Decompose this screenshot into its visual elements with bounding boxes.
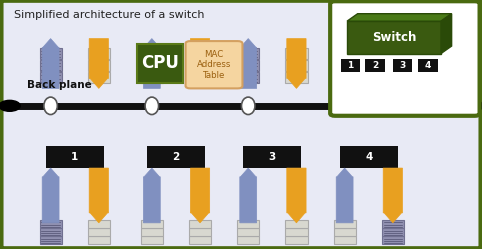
Circle shape (0, 100, 20, 111)
Bar (382, 228, 404, 236)
Bar (189, 237, 211, 244)
FancyBboxPatch shape (186, 41, 242, 88)
Bar (334, 60, 356, 71)
Polygon shape (89, 168, 108, 223)
Bar (285, 237, 308, 244)
Bar (141, 220, 163, 228)
Bar (334, 72, 356, 83)
Bar (237, 220, 259, 228)
Polygon shape (42, 168, 59, 223)
Polygon shape (383, 39, 402, 88)
Bar (341, 59, 360, 72)
Bar (88, 228, 110, 236)
Ellipse shape (241, 97, 255, 115)
Polygon shape (383, 168, 402, 223)
Bar (147, 146, 205, 168)
Text: 2: 2 (372, 61, 378, 70)
Bar (189, 48, 211, 59)
Polygon shape (240, 168, 256, 223)
Bar (382, 237, 404, 244)
Bar (40, 72, 62, 83)
Bar (141, 60, 163, 71)
Bar (243, 146, 301, 168)
Polygon shape (240, 39, 256, 88)
Bar (88, 237, 110, 244)
Bar (341, 96, 360, 101)
Text: 1: 1 (71, 152, 79, 162)
Bar (334, 220, 356, 228)
Bar (418, 59, 438, 72)
Bar (46, 146, 104, 168)
Bar (189, 220, 211, 228)
Text: Back plane: Back plane (27, 80, 91, 90)
Polygon shape (347, 14, 452, 21)
Bar (88, 72, 110, 83)
Text: Switch: Switch (372, 31, 416, 44)
Text: Simplified architecture of a switch: Simplified architecture of a switch (14, 10, 205, 20)
Bar (393, 96, 412, 101)
Bar (285, 60, 308, 71)
Bar (40, 220, 62, 228)
Polygon shape (336, 39, 353, 88)
Polygon shape (144, 168, 160, 223)
Bar (393, 59, 412, 72)
Bar (237, 72, 259, 83)
Bar (393, 101, 412, 105)
Bar (141, 228, 163, 236)
Ellipse shape (44, 97, 57, 115)
Bar (382, 72, 404, 83)
Bar (237, 237, 259, 244)
Bar (285, 220, 308, 228)
Text: 3: 3 (400, 61, 405, 70)
Polygon shape (190, 168, 210, 223)
Text: 4: 4 (425, 61, 431, 70)
Bar (334, 228, 356, 236)
Text: CPU: CPU (141, 55, 179, 72)
Bar (382, 220, 404, 228)
Bar (393, 105, 412, 110)
Bar (285, 228, 308, 236)
Bar (341, 101, 360, 105)
FancyBboxPatch shape (330, 1, 480, 116)
Ellipse shape (145, 97, 159, 115)
Bar (237, 48, 259, 59)
Circle shape (462, 100, 482, 111)
Bar (40, 48, 62, 59)
Text: 4: 4 (365, 152, 373, 162)
Bar (40, 60, 62, 71)
Bar (334, 48, 356, 59)
Polygon shape (144, 39, 160, 88)
Bar (141, 237, 163, 244)
Bar (382, 48, 404, 59)
Bar (88, 60, 110, 71)
Bar (341, 105, 360, 110)
Polygon shape (441, 14, 452, 54)
Bar (189, 228, 211, 236)
Bar (334, 237, 356, 244)
Bar (40, 228, 62, 236)
Bar (141, 48, 163, 59)
Text: 2: 2 (172, 152, 180, 162)
Polygon shape (395, 75, 410, 98)
Bar (189, 60, 211, 71)
Polygon shape (287, 39, 306, 88)
Ellipse shape (338, 97, 351, 115)
Text: 1: 1 (348, 61, 353, 70)
Bar (285, 72, 308, 83)
Bar (365, 59, 385, 72)
Text: MAC
Address
Table: MAC Address Table (197, 50, 231, 80)
Polygon shape (42, 39, 59, 88)
Text: 3: 3 (268, 152, 276, 162)
Bar (237, 60, 259, 71)
Bar (285, 48, 308, 59)
Polygon shape (89, 39, 108, 88)
Bar (88, 220, 110, 228)
Bar (189, 72, 211, 83)
Polygon shape (343, 75, 358, 98)
Bar (382, 60, 404, 71)
Bar (88, 48, 110, 59)
Polygon shape (336, 168, 353, 223)
Bar (40, 237, 62, 244)
Bar (237, 228, 259, 236)
